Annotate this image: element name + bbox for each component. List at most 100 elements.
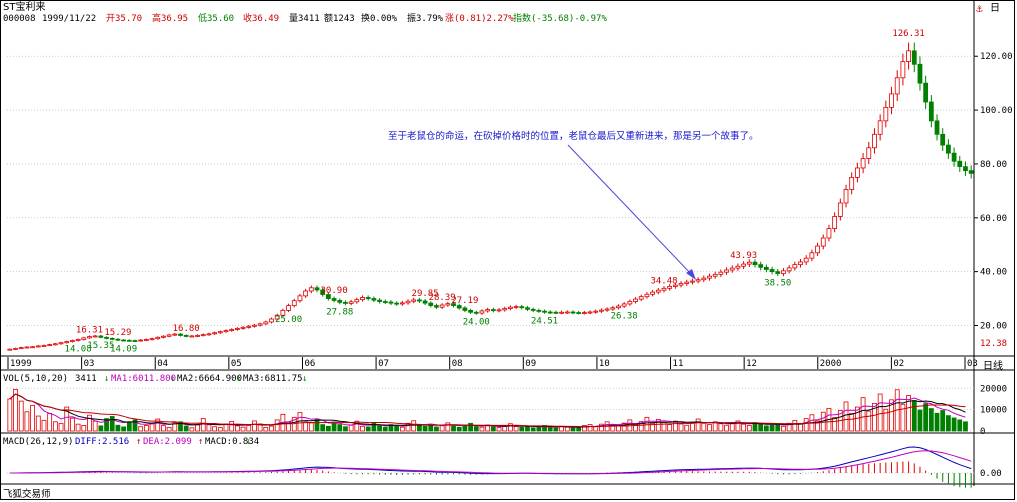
date-tick-label: 09 xyxy=(525,359,536,369)
candle-body xyxy=(627,301,633,305)
candle-body xyxy=(138,339,144,342)
index-value: 指数(-35.68)-0.97% xyxy=(513,14,607,24)
volume-bar xyxy=(166,426,172,432)
volume-bar xyxy=(445,422,451,432)
candle-body xyxy=(650,291,656,295)
volume-bar xyxy=(434,426,439,432)
candle-body xyxy=(553,311,559,314)
candle-body xyxy=(325,294,331,299)
price-annotation-label: 24.00 xyxy=(463,318,490,328)
candle-body xyxy=(968,170,974,174)
volume-bar xyxy=(928,408,934,432)
candle-body xyxy=(951,152,957,162)
candle-body xyxy=(593,310,599,313)
price-annotation-label: 30.90 xyxy=(321,286,348,296)
low-value: 低35.60 xyxy=(198,14,235,24)
volume-bar xyxy=(940,410,946,432)
candle-body xyxy=(132,340,138,342)
date-tick-label: 03 xyxy=(84,359,95,369)
volume-bar xyxy=(172,422,178,432)
volume-bar xyxy=(52,421,58,432)
macd-dea: DEA:2.099 xyxy=(143,437,192,447)
price-tick-label: 40.00 xyxy=(980,268,1007,278)
price-annotation-label: 27.88 xyxy=(326,307,353,317)
high-value: 高36.95 xyxy=(152,14,189,24)
volume-bar xyxy=(667,424,673,432)
volume-bar xyxy=(382,426,388,432)
candle-body xyxy=(70,340,75,343)
volume-bar xyxy=(781,425,786,432)
vol-tick-label: 20000 xyxy=(980,384,1007,394)
candle-body xyxy=(633,298,638,302)
candle-body xyxy=(149,338,155,341)
period-label: 日线 xyxy=(983,361,1003,372)
volume-bar xyxy=(900,403,906,432)
candle-body xyxy=(337,300,343,303)
stock-title: ST宝利来 xyxy=(3,2,46,13)
candle-body xyxy=(109,338,115,340)
candle-body xyxy=(877,120,883,135)
candle-body xyxy=(382,301,388,303)
candle-body xyxy=(246,325,252,328)
volume-bar xyxy=(75,423,81,432)
candle-body xyxy=(803,257,809,263)
candle-body xyxy=(189,335,195,338)
price-annotation-label: 14.09 xyxy=(110,344,137,354)
volume-bar xyxy=(860,397,866,432)
candle-body xyxy=(320,289,326,295)
candle-body xyxy=(212,332,218,335)
candle-body xyxy=(178,333,183,336)
volume-bar xyxy=(684,424,690,432)
volume-bar xyxy=(479,426,485,432)
candle-body xyxy=(41,345,47,347)
volume-bar xyxy=(519,426,525,432)
volume-bar xyxy=(866,410,872,432)
volume-bar xyxy=(371,422,377,432)
volume-bar xyxy=(343,426,348,432)
candle-body xyxy=(746,261,752,265)
period-toggle[interactable]: 日 xyxy=(990,3,1000,14)
vol-down-arrow-icon: ↓ xyxy=(104,374,110,384)
open-value: 开35.70 xyxy=(106,14,143,24)
price-tick-label: 20.00 xyxy=(980,321,1007,331)
candle-body xyxy=(417,299,422,302)
candle-body xyxy=(695,279,701,282)
candle-body xyxy=(331,298,337,301)
macd-tick-label: 0.00 xyxy=(980,469,1002,479)
volume-bar xyxy=(348,424,354,432)
candle-body xyxy=(58,342,64,345)
volume-bar xyxy=(155,418,161,432)
turnover-value: 换0.00% xyxy=(361,14,398,24)
volume-bar xyxy=(47,413,53,432)
volume-bar xyxy=(13,388,18,432)
candle-body xyxy=(206,333,212,336)
candle-body xyxy=(542,310,547,313)
candle-body xyxy=(604,308,610,311)
volume-bar xyxy=(126,421,132,432)
volume-bar xyxy=(729,423,735,432)
candle-body xyxy=(399,302,405,305)
volume-bar xyxy=(143,425,149,432)
volume-bar xyxy=(451,425,456,432)
candle-body xyxy=(30,346,35,349)
anchor-icon[interactable]: ⚓ xyxy=(976,2,983,15)
volume-bar xyxy=(30,404,35,432)
volume-bar xyxy=(399,426,405,432)
date-tick-label: 06 xyxy=(304,359,315,369)
vol-ma3: MA3:6811.75 xyxy=(243,374,303,384)
volume-bar xyxy=(741,423,747,432)
volume-bar xyxy=(877,393,883,432)
candle-body xyxy=(564,311,570,314)
candle-body xyxy=(866,147,872,159)
candle-body xyxy=(360,297,365,301)
vol-ma3-line xyxy=(9,393,966,428)
candle-body xyxy=(712,273,718,277)
candle-body xyxy=(923,82,929,103)
candle-body xyxy=(47,344,53,346)
volume-bar xyxy=(18,400,24,432)
candle-body xyxy=(826,228,832,239)
candle-body xyxy=(616,305,621,309)
date-tick-label: 12 xyxy=(746,359,757,369)
candle-body xyxy=(473,311,479,314)
candle-body xyxy=(855,167,860,178)
